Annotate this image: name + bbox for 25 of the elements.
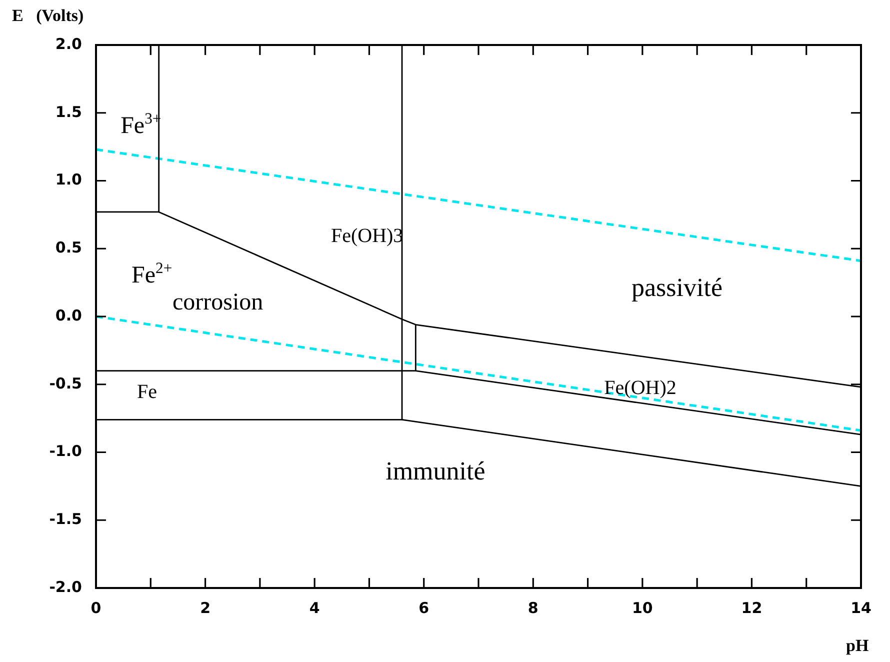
- y-tick-label: 0.5: [55, 238, 82, 257]
- y-tick-label: -1.5: [49, 510, 82, 528]
- annotation: corrosion: [172, 290, 264, 316]
- annotation: Fe(OH)2: [604, 376, 676, 399]
- x-tick-label: 2: [200, 598, 211, 617]
- annotation: passivité: [632, 273, 722, 302]
- y-tick-label: 0.0: [55, 306, 82, 324]
- y-tick-label: -0.5: [49, 374, 82, 392]
- y-tick-label: 1.5: [55, 102, 82, 121]
- annotation: immunité: [386, 456, 486, 486]
- x-tick-label: 6: [418, 598, 430, 617]
- annotation: Fe: [136, 380, 158, 403]
- x-tick-label: 10: [632, 598, 653, 617]
- x-tick-label: 14: [850, 598, 872, 617]
- x-axis-title: pH: [846, 636, 869, 656]
- y-tick-label: -2.0: [49, 578, 82, 596]
- y-tick-label: 2.0: [55, 34, 82, 53]
- x-tick-label: 0: [90, 598, 102, 617]
- x-tick-label: 8: [528, 598, 538, 617]
- y-tick-label: 1.0: [55, 170, 82, 189]
- x-tick-label: 12: [741, 598, 762, 617]
- x-tick-label: 4: [309, 598, 320, 617]
- annotation: Fe(OH)3: [330, 224, 404, 247]
- y-axis-title: E (Volts): [12, 6, 84, 26]
- y-tick-label: -1.0: [49, 442, 82, 460]
